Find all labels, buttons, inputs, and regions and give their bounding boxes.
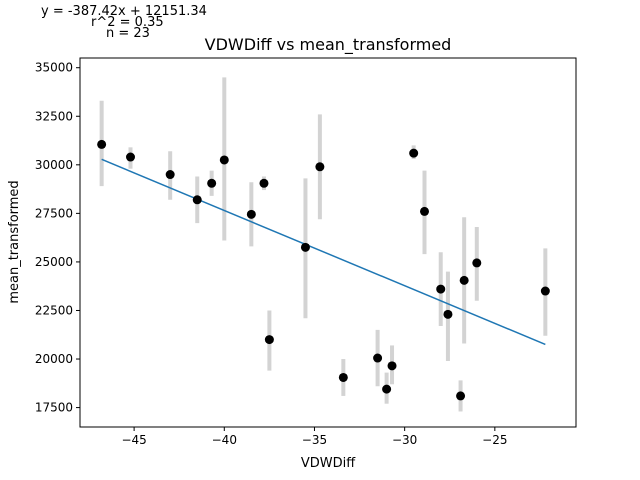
data-point xyxy=(259,178,269,188)
data-point xyxy=(192,195,202,205)
r-squared-label: r^2 = 0.35 xyxy=(91,15,164,30)
sample-size-label: n = 23 xyxy=(106,26,150,41)
data-point xyxy=(459,275,469,285)
y-tick-label: 35000 xyxy=(35,61,73,75)
regression-line xyxy=(101,158,546,346)
y-tick-label: 32500 xyxy=(35,109,73,123)
data-point xyxy=(373,353,383,363)
y-tick-label: 27500 xyxy=(35,206,73,220)
y-tick-label: 25000 xyxy=(35,255,73,269)
data-point xyxy=(219,155,229,165)
data-point xyxy=(300,242,310,252)
x-tick-label: −35 xyxy=(302,433,327,447)
data-point xyxy=(387,361,397,371)
y-axis-label: mean_transformed xyxy=(7,180,22,303)
data-point xyxy=(315,162,325,172)
data-point xyxy=(126,152,136,162)
data-point xyxy=(436,284,446,294)
y-tick-label: 17500 xyxy=(35,401,73,415)
data-point xyxy=(419,206,429,216)
x-tick-label: −30 xyxy=(392,433,417,447)
plot-area-frame xyxy=(79,57,577,428)
y-tick-label: 30000 xyxy=(35,158,73,172)
x-axis-label: VDWDiff xyxy=(301,456,356,471)
data-point xyxy=(540,286,550,296)
data-point xyxy=(456,391,466,401)
x-tick-label: −45 xyxy=(121,433,146,447)
data-point xyxy=(443,309,453,319)
data-point xyxy=(207,178,217,188)
data-point xyxy=(382,384,392,394)
data-point xyxy=(165,170,175,180)
data-point xyxy=(409,148,419,158)
data-point xyxy=(472,258,482,268)
x-tick-label: −25 xyxy=(482,433,507,447)
data-point xyxy=(338,372,348,382)
chart-title: VDWDiff vs mean_transformed xyxy=(205,35,452,55)
y-tick-label: 20000 xyxy=(35,352,73,366)
data-point xyxy=(246,209,256,219)
x-tick-label: −40 xyxy=(212,433,237,447)
regression-equation: y = -387.42x + 12151.34 xyxy=(41,4,207,19)
y-tick-label: 22500 xyxy=(35,303,73,317)
data-point xyxy=(97,139,107,149)
data-point xyxy=(264,335,274,345)
